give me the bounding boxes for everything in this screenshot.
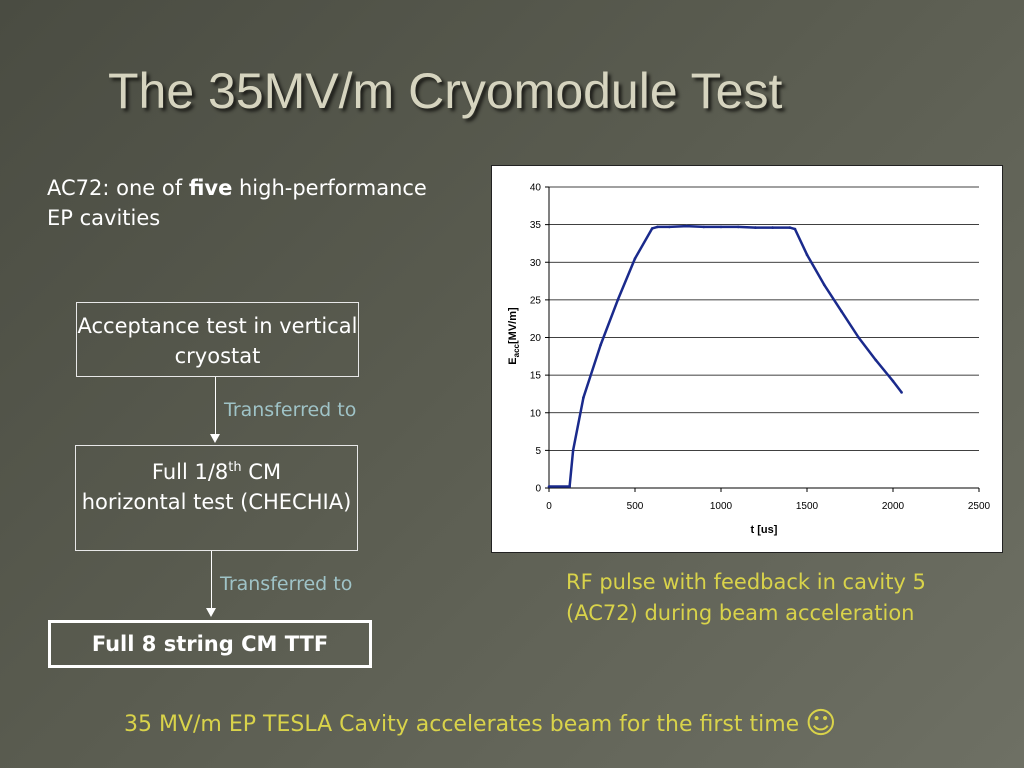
x-tick-label: 0 — [546, 501, 552, 512]
flow-arrow-1-head — [210, 434, 220, 443]
data-point — [874, 358, 878, 362]
y-axis-label-sub: acc — [512, 343, 521, 357]
data-point — [840, 309, 843, 313]
y-tick-label: 30 — [530, 258, 542, 269]
y-axis-label: Eacc[MV/m] — [507, 307, 521, 365]
data-point — [616, 298, 620, 302]
x-tick-label: 2500 — [968, 501, 991, 512]
box2-mid: CM — [241, 460, 282, 484]
flow-arrow-2-head — [206, 608, 216, 617]
y-tick-label: 15 — [530, 371, 542, 382]
horizontal-test-box: Full 1/8th CM horizontal test (CHECHIA) — [75, 445, 358, 551]
acceptance-test-box: Acceptance test in vertical cryostat — [76, 302, 359, 377]
data-point — [633, 257, 637, 260]
y-axis-label-rest: [MV/m] — [507, 307, 519, 344]
data-point — [754, 226, 757, 229]
data-point — [900, 391, 903, 394]
footer-text: 35 MV/m EP TESLA Cavity accelerates beam… — [124, 706, 836, 741]
data-point — [805, 253, 809, 256]
slide-title: The 35MV/m Cryomodule Test — [108, 63, 783, 119]
chart-caption: RF pulse with feedback in cavity 5 (AC72… — [566, 570, 926, 625]
flow-arrow-2-line — [211, 551, 212, 609]
x-tick-label: 500 — [627, 501, 644, 512]
x-axis-label: t [us] — [751, 524, 778, 536]
data-point — [719, 225, 723, 229]
y-tick-label: 25 — [530, 295, 542, 306]
intro-part1: AC72: one of — [47, 176, 189, 200]
data-point — [771, 226, 774, 229]
y-tick-label: 35 — [530, 220, 542, 231]
data-point — [857, 336, 860, 339]
rf-pulse-chart: 0 5 10 15 20 25 30 35 40 0 500 1000 1500 2000 2500 t [… — [491, 165, 1003, 553]
data-point — [793, 227, 797, 231]
intro-part2: high-performance EP cavities — [47, 176, 427, 230]
intro-text: AC72: one of five high-performance EP ca… — [47, 173, 427, 233]
data-point — [702, 225, 706, 229]
intro-bold: five — [188, 176, 233, 200]
full-string-cm-box: Full 8 string CM TTF — [48, 620, 372, 668]
data-point — [788, 226, 792, 229]
transferred-to-label-1: Transferred to — [224, 399, 357, 421]
flow-arrow-1-line — [215, 377, 216, 435]
data-point — [599, 343, 602, 347]
x-tick-label: 1000 — [710, 501, 733, 512]
chart-svg: 0 5 10 15 20 25 30 35 40 0 500 1000 1500 2000 2500 t [… — [507, 183, 991, 537]
x-tick-label: 2000 — [882, 501, 905, 512]
y-tick-label: 20 — [530, 333, 542, 344]
data-point — [668, 225, 671, 229]
data-point — [571, 449, 575, 452]
data-point — [656, 225, 659, 229]
data-point — [736, 225, 740, 229]
box2-post: horizontal test (CHECHIA) — [81, 490, 352, 514]
box2-sup: th — [228, 460, 242, 475]
data-point — [822, 283, 826, 287]
data-point — [891, 379, 895, 383]
data-point — [582, 396, 585, 399]
y-axis-label-main: E — [507, 357, 519, 364]
data-point — [685, 224, 688, 228]
box2-pre: Full 1/8 — [151, 460, 229, 484]
y-tick-label: 40 — [530, 183, 542, 194]
x-tick-label: 1500 — [796, 501, 819, 512]
y-tick-label: 5 — [535, 446, 541, 457]
data-point — [568, 485, 571, 488]
smiley-icon: ☺ — [805, 706, 837, 741]
series-line — [549, 224, 903, 488]
y-tick-label: 10 — [530, 408, 542, 419]
footer-label: 35 MV/m EP TESLA Cavity accelerates beam… — [124, 712, 800, 737]
transferred-to-label-2: Transferred to — [220, 573, 353, 595]
data-point — [650, 227, 654, 230]
data-point — [547, 485, 551, 488]
y-tick-label: 0 — [535, 484, 541, 495]
